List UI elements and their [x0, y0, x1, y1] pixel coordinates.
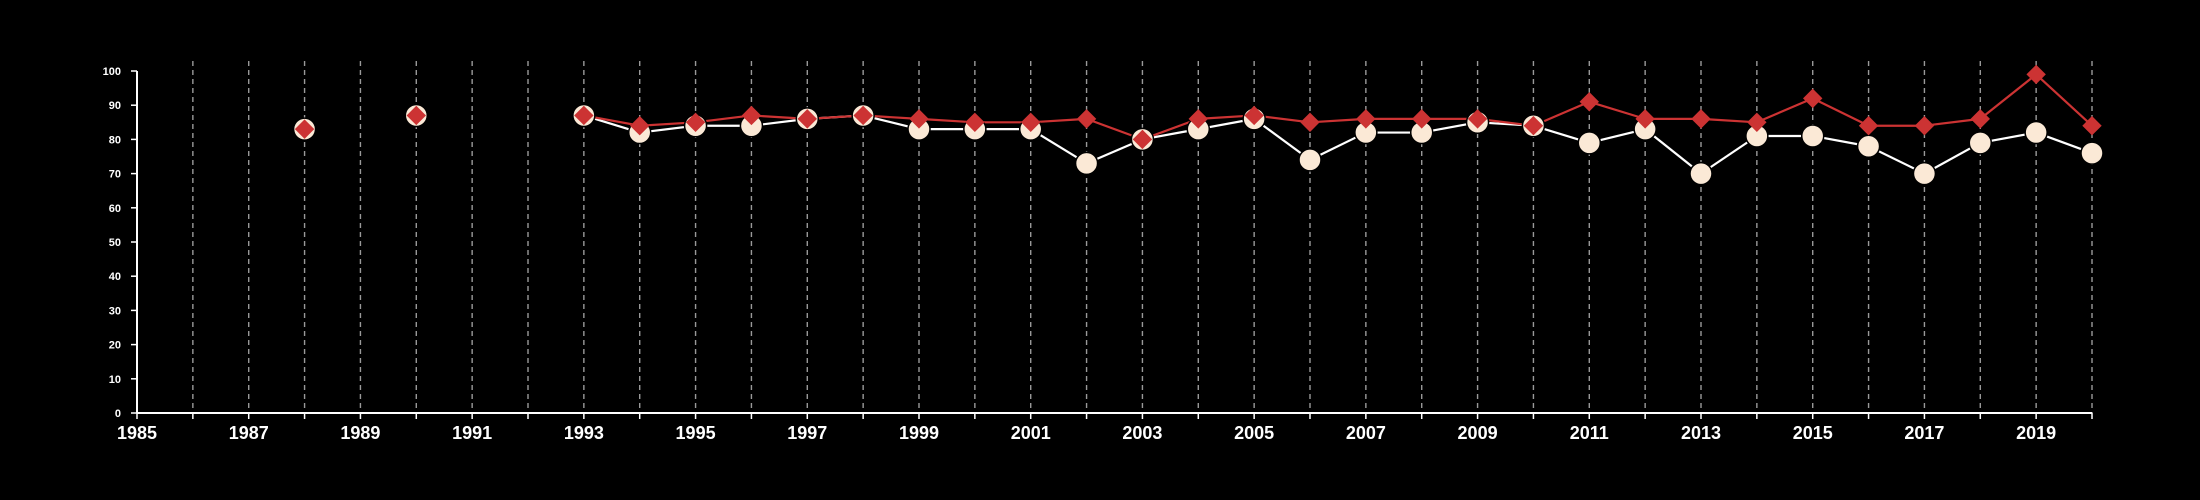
circle-point-2020: [2080, 141, 2104, 165]
x-tick-label: 2015: [1793, 423, 1833, 443]
diamond-point-2008: [1412, 109, 1432, 129]
grid: [192, 61, 2093, 413]
x-tick-label: 2013: [1681, 423, 1721, 443]
diamond-point-2014: [1747, 112, 1767, 133]
diamond-point-2003: [1132, 129, 1153, 150]
circle-point-2006: [1298, 148, 1322, 172]
x-tick-label: 2017: [1904, 423, 1944, 443]
series-1-segment: [1924, 117, 1981, 127]
series-1-segment: [1756, 97, 1814, 124]
diamond-point-2005: [1244, 105, 1264, 126]
circle-point-2013: [1689, 161, 1713, 186]
x-tick-label: 1991: [452, 423, 492, 443]
x-tick-label: 2001: [1011, 423, 1051, 443]
diamond-point-2002: [1076, 109, 1097, 129]
series-1-segment: [1700, 117, 1757, 124]
diamond-point-1998: [853, 105, 873, 126]
y-tick-label: 100: [103, 66, 121, 78]
diamond-point-2011: [1579, 92, 1599, 112]
diamond-point-1990: [406, 105, 426, 126]
circle-point-2011: [1577, 131, 1602, 155]
x-tick-label: 1999: [899, 423, 939, 443]
diamond-point-2012: [1635, 109, 1655, 129]
circle-point-2019: [2024, 120, 2048, 145]
series-1-segment: [1979, 73, 2037, 120]
y-tick-label: 20: [109, 340, 121, 352]
x-tick-label: 1987: [229, 423, 269, 443]
diamond-point-2000: [965, 112, 985, 133]
series-1-markers: [294, 64, 2102, 150]
x-tick-label: 1997: [787, 423, 827, 443]
y-tick-label: 70: [109, 169, 121, 181]
diamond-point-2009: [1467, 109, 1488, 129]
x-tick-label: 1993: [564, 423, 604, 443]
y-tick-label: 40: [109, 271, 121, 283]
series-0-markers: [292, 103, 2104, 186]
circle-point-2018: [1968, 131, 1993, 155]
circle-point-2002: [1074, 151, 1099, 176]
y-tick-label: 60: [109, 203, 121, 215]
diamond-point-2001: [1021, 112, 1041, 133]
diamond-point-1993: [574, 105, 594, 126]
diamond-point-1997: [797, 109, 817, 129]
y-tick-label: 30: [109, 305, 121, 317]
y-tick-label: 0: [115, 408, 121, 420]
y-tick-label: 10: [109, 374, 121, 386]
diamond-point-1996: [741, 105, 762, 126]
axes: 1985 1987 1989 1991 1993 1995 1997 1999 2001 2003…: [103, 66, 2093, 443]
diamond-point-2010: [1523, 116, 1544, 136]
series-1-segment: [1812, 97, 1870, 127]
x-tick-label: 1989: [340, 423, 380, 443]
diamond-point-2018: [1970, 109, 1990, 129]
diamond-point-2006: [1300, 112, 1320, 133]
diamond-point-2016: [1858, 116, 1879, 136]
circle-point-2017: [1912, 161, 1937, 186]
diamond-point-2004: [1188, 109, 1208, 129]
x-tick-label: 2011: [1570, 423, 1609, 443]
series-1-segment: [1309, 117, 1366, 124]
y-tick-label: 90: [109, 100, 121, 112]
x-tick-label: 1985: [117, 423, 157, 443]
diamond-point-1999: [909, 109, 929, 129]
diamond-point-2013: [1691, 109, 1711, 129]
x-tick-label: 2007: [1346, 423, 1386, 443]
x-tick-label: 2019: [2016, 423, 2056, 443]
diamond-point-2019: [2026, 64, 2046, 85]
diamond-point-2007: [1356, 109, 1376, 129]
y-tick-label: 50: [109, 237, 121, 249]
diamond-point-1995: [685, 112, 706, 133]
circle-point-2015: [1800, 124, 1825, 148]
y-tick-label: 80: [109, 134, 121, 146]
diamond-point-1994: [630, 116, 650, 136]
series-1-segment: [1030, 117, 1087, 124]
diamond-point-2017: [1914, 116, 1935, 136]
series-0-segment: [1644, 128, 1702, 175]
circle-point-2016: [1856, 134, 1881, 158]
x-tick-label: 2005: [1234, 423, 1274, 443]
series-1-segment: [2035, 73, 2093, 127]
diamond-point-2020: [2082, 116, 2102, 136]
series-1-segment: [1588, 100, 1646, 120]
diamond-point-1988: [294, 119, 315, 139]
x-tick-label: 2009: [1458, 423, 1498, 443]
x-tick-label: 2003: [1122, 423, 1162, 443]
series-1-segment: [918, 117, 975, 124]
x-tick-label: 1995: [676, 423, 716, 443]
diamond-point-2015: [1803, 88, 1823, 109]
series: [292, 64, 2104, 186]
